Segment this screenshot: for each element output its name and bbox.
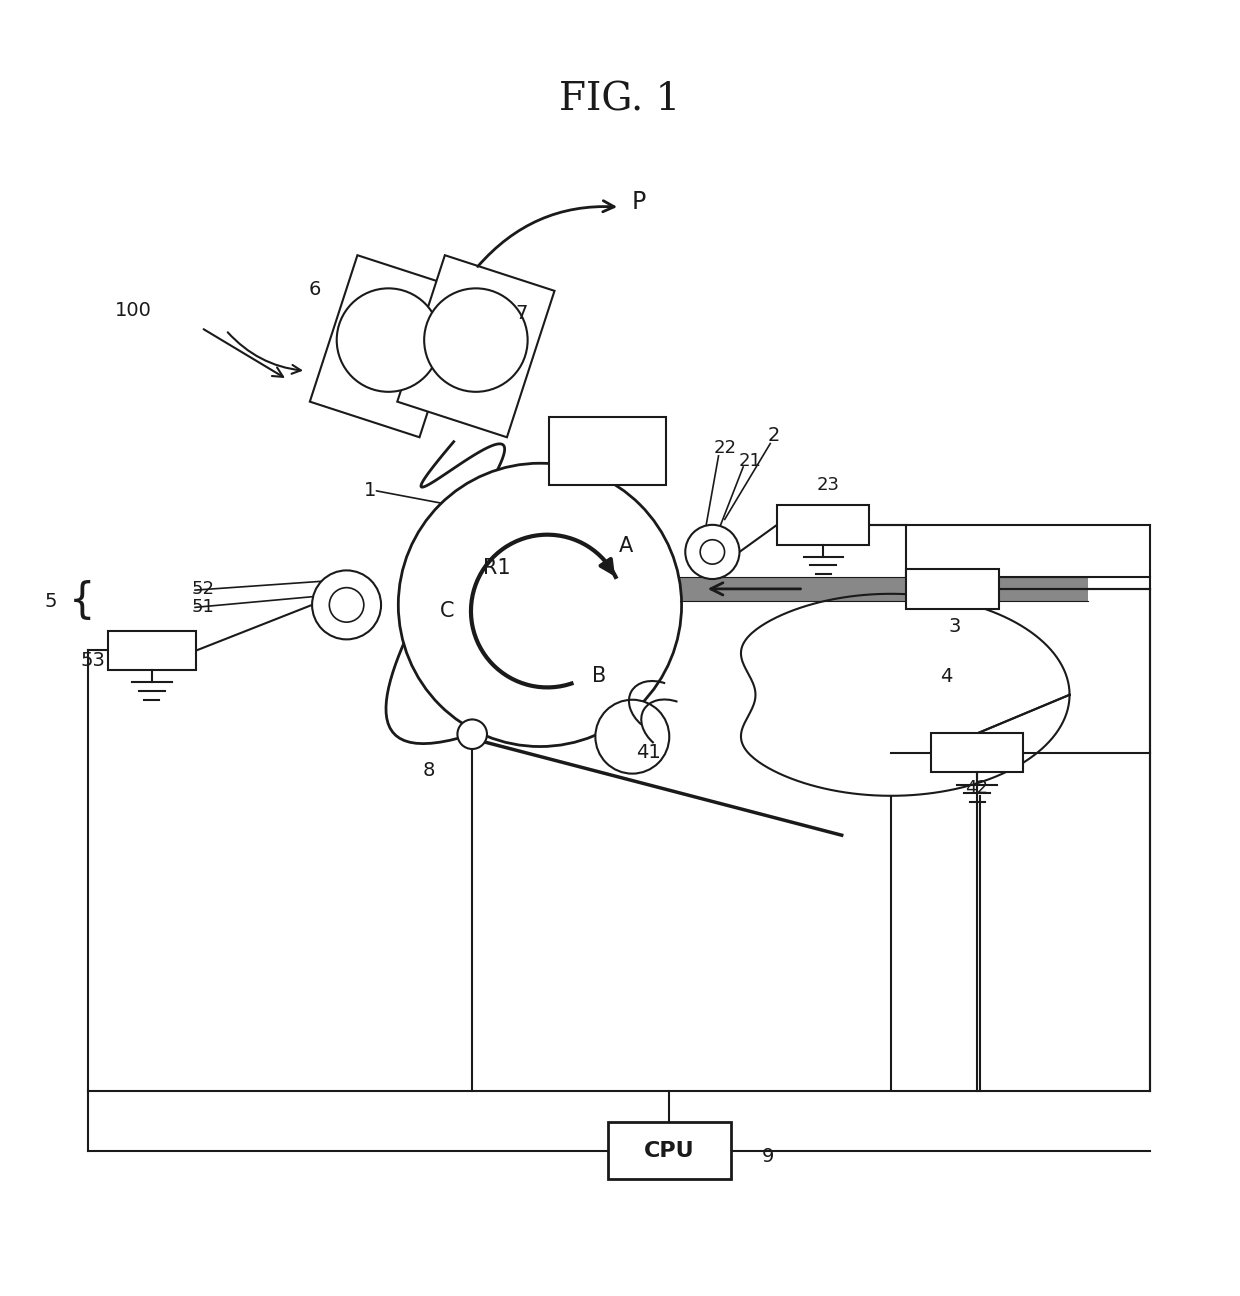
Text: 23: 23	[817, 477, 839, 494]
Text: 4: 4	[940, 667, 952, 687]
Text: 9: 9	[761, 1147, 774, 1166]
Text: P: P	[631, 191, 646, 214]
Text: 3: 3	[949, 617, 961, 636]
Text: 52: 52	[191, 579, 215, 597]
Text: A: A	[619, 535, 634, 556]
Text: 21: 21	[738, 452, 761, 469]
Bar	[549, 417, 666, 485]
Circle shape	[337, 288, 440, 391]
Bar	[906, 569, 998, 609]
Text: B: B	[591, 666, 606, 687]
Circle shape	[686, 525, 739, 579]
Text: 53: 53	[81, 651, 105, 670]
Text: 41: 41	[636, 743, 661, 762]
Text: 100: 100	[115, 301, 151, 320]
Circle shape	[424, 288, 528, 391]
Bar	[397, 255, 554, 437]
Text: C: C	[440, 601, 455, 621]
Text: 8: 8	[423, 761, 435, 780]
Bar	[310, 255, 467, 437]
Bar	[777, 505, 869, 544]
Text: 6: 6	[309, 280, 321, 298]
Text: R1: R1	[484, 559, 511, 578]
Circle shape	[330, 587, 363, 622]
Bar	[108, 631, 196, 670]
Circle shape	[458, 719, 487, 749]
Text: 22: 22	[713, 439, 737, 457]
Text: 2: 2	[768, 426, 780, 445]
Text: 42: 42	[965, 779, 988, 797]
Text: FIG. 1: FIG. 1	[559, 82, 681, 118]
Bar	[608, 1122, 730, 1179]
Text: CPU: CPU	[644, 1140, 694, 1160]
Circle shape	[312, 570, 381, 639]
Circle shape	[398, 463, 682, 746]
Circle shape	[595, 700, 670, 774]
Text: 51: 51	[191, 599, 215, 617]
Text: 5: 5	[45, 592, 57, 610]
Bar	[931, 734, 1023, 772]
Text: {: {	[68, 581, 95, 622]
Text: 1: 1	[363, 481, 376, 500]
Circle shape	[701, 539, 724, 564]
Text: 7: 7	[516, 305, 528, 323]
Bar	[681, 577, 1087, 601]
